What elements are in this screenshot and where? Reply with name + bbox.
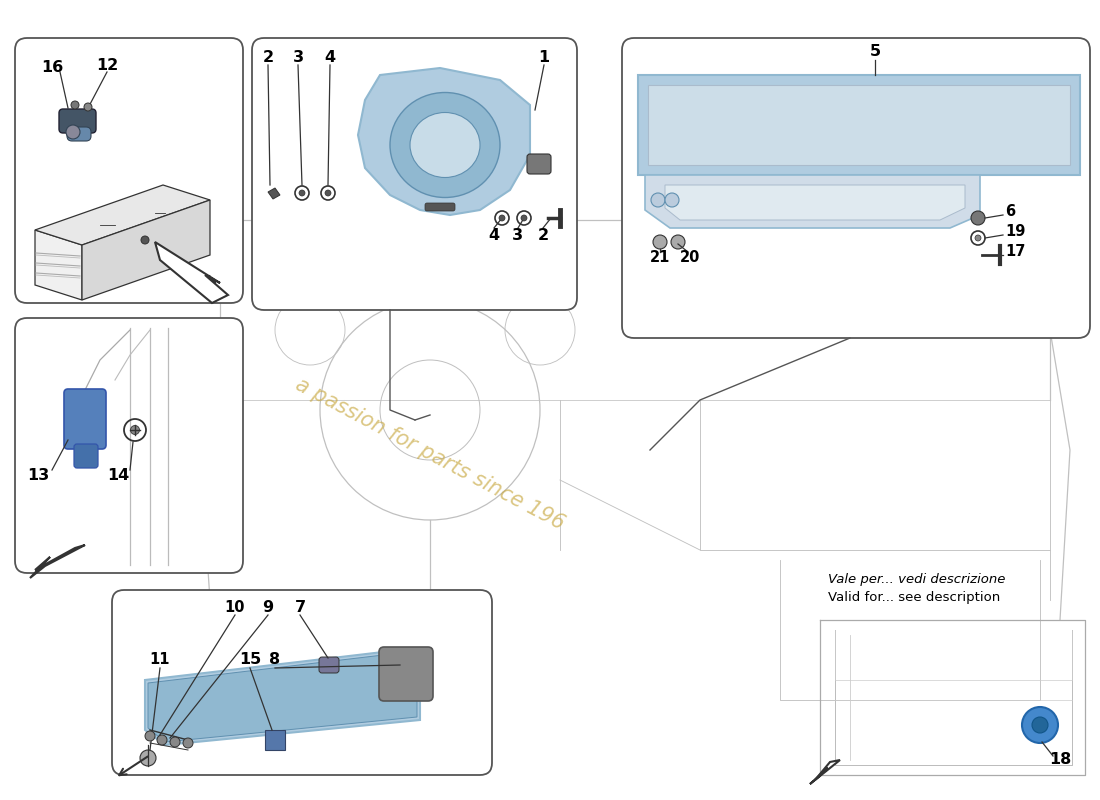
Circle shape (131, 426, 140, 434)
Polygon shape (145, 650, 420, 745)
Text: 12: 12 (96, 58, 118, 73)
Polygon shape (666, 185, 965, 220)
Text: 2: 2 (538, 227, 549, 242)
Text: 6: 6 (1005, 205, 1015, 219)
FancyBboxPatch shape (15, 38, 243, 303)
Text: 1: 1 (538, 50, 550, 65)
Text: 13: 13 (26, 467, 50, 482)
Circle shape (170, 737, 180, 747)
Text: 4: 4 (488, 227, 499, 242)
Text: 17: 17 (1005, 245, 1025, 259)
FancyBboxPatch shape (252, 38, 578, 310)
Circle shape (671, 235, 685, 249)
Ellipse shape (410, 113, 480, 178)
Text: 18: 18 (1049, 753, 1071, 767)
Circle shape (666, 193, 679, 207)
Circle shape (651, 193, 666, 207)
Polygon shape (358, 68, 530, 215)
FancyBboxPatch shape (425, 203, 455, 211)
Text: 21: 21 (650, 250, 670, 266)
FancyBboxPatch shape (621, 38, 1090, 338)
Text: Valid for... see description: Valid for... see description (828, 591, 1000, 605)
Circle shape (84, 103, 92, 111)
Text: 19: 19 (1005, 225, 1025, 239)
Circle shape (299, 190, 305, 196)
Text: 7: 7 (295, 599, 306, 614)
Polygon shape (268, 188, 280, 199)
Circle shape (653, 235, 667, 249)
Circle shape (1022, 707, 1058, 743)
Circle shape (975, 235, 981, 241)
Text: 20: 20 (680, 250, 701, 266)
Polygon shape (265, 730, 285, 750)
Polygon shape (155, 242, 228, 303)
FancyBboxPatch shape (527, 154, 551, 174)
FancyBboxPatch shape (67, 127, 91, 141)
Polygon shape (162, 248, 214, 295)
Text: Vale per... vedi descrizione: Vale per... vedi descrizione (828, 574, 1005, 586)
Polygon shape (82, 200, 210, 300)
Ellipse shape (390, 93, 501, 198)
Polygon shape (35, 185, 210, 245)
Circle shape (183, 738, 192, 748)
Polygon shape (645, 175, 980, 228)
FancyBboxPatch shape (112, 590, 492, 775)
Polygon shape (148, 653, 417, 742)
FancyBboxPatch shape (319, 657, 339, 673)
Polygon shape (638, 75, 1080, 175)
Text: 11: 11 (150, 653, 170, 667)
Circle shape (141, 236, 149, 244)
FancyBboxPatch shape (379, 647, 433, 701)
Circle shape (521, 215, 527, 221)
Circle shape (66, 125, 80, 139)
Text: 15: 15 (239, 653, 261, 667)
Text: 10: 10 (224, 599, 245, 614)
Polygon shape (30, 545, 85, 578)
Text: 16: 16 (41, 61, 63, 75)
Polygon shape (162, 248, 188, 276)
Circle shape (971, 211, 984, 225)
Polygon shape (35, 230, 82, 300)
Circle shape (140, 750, 156, 766)
Text: 3: 3 (293, 50, 304, 65)
FancyBboxPatch shape (64, 389, 106, 449)
Text: 9: 9 (263, 599, 274, 614)
Circle shape (145, 731, 155, 741)
FancyBboxPatch shape (74, 444, 98, 468)
Circle shape (157, 735, 167, 745)
Polygon shape (648, 85, 1070, 165)
FancyBboxPatch shape (15, 318, 243, 573)
Circle shape (499, 215, 505, 221)
FancyBboxPatch shape (59, 109, 96, 133)
Circle shape (1032, 717, 1048, 733)
Text: 3: 3 (512, 227, 522, 242)
Circle shape (72, 101, 79, 109)
Circle shape (324, 190, 331, 196)
Text: 8: 8 (270, 653, 280, 667)
Text: 4: 4 (324, 50, 336, 65)
Text: 5: 5 (869, 45, 881, 59)
Text: 2: 2 (263, 50, 274, 65)
Polygon shape (810, 760, 840, 784)
Text: a passion for parts since 196: a passion for parts since 196 (293, 374, 568, 534)
Text: 14: 14 (107, 467, 129, 482)
